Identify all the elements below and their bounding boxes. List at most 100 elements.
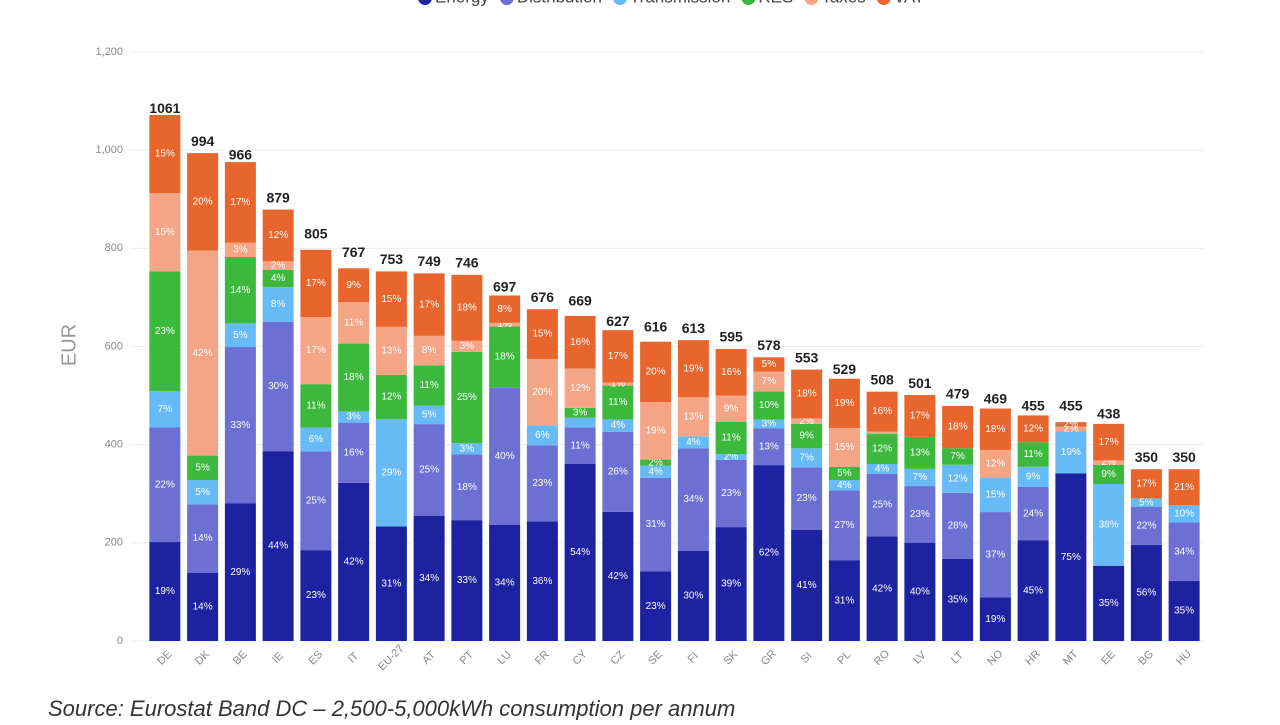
- segment-label: 17%: [910, 411, 930, 422]
- bar-segment: [224, 256, 256, 324]
- legend-label: Transmission: [630, 0, 730, 6]
- bar-segment: [262, 287, 294, 322]
- bar-segment: [828, 490, 860, 561]
- bar-segment: [149, 427, 181, 543]
- bar-segment: [791, 418, 823, 424]
- segment-label: 31%: [646, 519, 666, 530]
- x-tick-label: DK: [193, 648, 213, 668]
- bar-segment: [300, 451, 332, 551]
- bar-segment: [1093, 423, 1125, 461]
- segment-label: 6%: [309, 434, 324, 445]
- bar-segment: [715, 395, 747, 422]
- segment-label: 75%: [1061, 552, 1081, 563]
- bar-segment: [979, 408, 1011, 450]
- bar-segment: [1017, 466, 1049, 487]
- bar-segment: [564, 368, 596, 408]
- bar-segment: [262, 321, 294, 452]
- bar-segment: [1168, 469, 1200, 506]
- segment-label: 17%: [230, 197, 250, 208]
- segment-label: 5%: [195, 487, 210, 498]
- segment-label: 10%: [1174, 509, 1194, 520]
- bar-segment: [904, 486, 936, 543]
- bar-segment: [866, 434, 898, 464]
- segment-label: 34%: [419, 573, 439, 584]
- segment-label: 18%: [495, 352, 515, 363]
- segment-label: 11%: [306, 401, 325, 412]
- segment-label: 25%: [306, 495, 326, 506]
- y-tick-label: 400: [105, 439, 123, 451]
- segment-label: 12%: [570, 383, 590, 394]
- segment-label: 62%: [759, 548, 779, 559]
- segment-label: 17%: [1099, 437, 1119, 448]
- bar-segment: [715, 527, 747, 641]
- segment-label: 17%: [608, 351, 628, 362]
- segment-label: 23%: [910, 509, 930, 520]
- bar-segment: [451, 351, 483, 444]
- segment-label: 25%: [872, 500, 892, 511]
- segment-label: 8%: [271, 299, 286, 310]
- bar-segment: [526, 425, 558, 446]
- bar-segment: [149, 115, 181, 194]
- x-tick-label: ES: [306, 648, 325, 667]
- segment-label: 12%: [985, 458, 1005, 469]
- segment-label: 4%: [686, 437, 701, 448]
- total-label: 676: [531, 289, 555, 305]
- segment-label: 19%: [1061, 447, 1081, 458]
- total-label: 578: [757, 337, 781, 353]
- segment-label: 54%: [570, 547, 590, 558]
- bar-segment: [149, 271, 181, 392]
- total-label: 749: [417, 253, 441, 269]
- bar-segment: [224, 503, 256, 641]
- total-label: 613: [682, 320, 706, 336]
- x-tick-label: LV: [911, 649, 929, 667]
- segment-label: 39%: [721, 579, 741, 590]
- bar-segment: [640, 402, 672, 460]
- segment-label: 17%: [1136, 478, 1156, 489]
- bar-segment: [187, 479, 219, 505]
- legend-marker: [500, 0, 514, 5]
- segment-label: 18%: [948, 422, 968, 433]
- bar-segment: [262, 209, 294, 262]
- segment-label: 3%: [460, 341, 475, 352]
- segment-label: 14%: [193, 601, 213, 612]
- x-tick-label: EE: [1099, 648, 1118, 667]
- bar-segment: [451, 443, 483, 455]
- segment-label: 23%: [797, 493, 817, 504]
- segment-label: 42%: [193, 348, 213, 359]
- bar-segment: [640, 341, 672, 403]
- bar-segment: [1055, 431, 1087, 474]
- segment-label: 18%: [457, 302, 477, 313]
- segment-label: 17%: [306, 278, 326, 289]
- segment-label: 13%: [759, 441, 779, 452]
- bar-segment: [564, 417, 596, 428]
- x-tick-label: EU-27: [376, 643, 407, 674]
- bar-segment: [602, 431, 634, 512]
- bar-segment: [224, 242, 256, 257]
- segment-label: 25%: [419, 465, 439, 476]
- segment-label: 23%: [155, 326, 175, 337]
- bar-segment: [526, 521, 558, 641]
- y-tick-label: 800: [105, 242, 123, 254]
- bar-segment: [224, 323, 256, 348]
- total-label: 753: [380, 251, 404, 267]
- bar-segment: [791, 369, 823, 419]
- y-axis-label: EUR: [58, 324, 80, 366]
- segment-label: 18%: [985, 424, 1005, 435]
- segment-label: 29%: [230, 567, 250, 578]
- x-tick-label: BE: [231, 648, 250, 667]
- segment-label: 4%: [611, 420, 626, 431]
- bar-segment: [602, 511, 634, 641]
- bar-segment: [1168, 580, 1200, 641]
- y-tick-label: 1,200: [95, 46, 123, 58]
- segment-label: 7%: [913, 472, 928, 483]
- segment-label: 11%: [344, 318, 363, 329]
- bar-segment: [866, 473, 898, 537]
- bar-segment: [1130, 507, 1162, 545]
- bar-segment: [677, 436, 709, 449]
- bar-segment: [828, 480, 860, 491]
- bar-segment: [866, 391, 898, 432]
- bar-segment: [791, 448, 823, 468]
- bar-segment: [828, 428, 860, 468]
- bar-segment: [866, 536, 898, 641]
- bar-segment: [1130, 469, 1162, 499]
